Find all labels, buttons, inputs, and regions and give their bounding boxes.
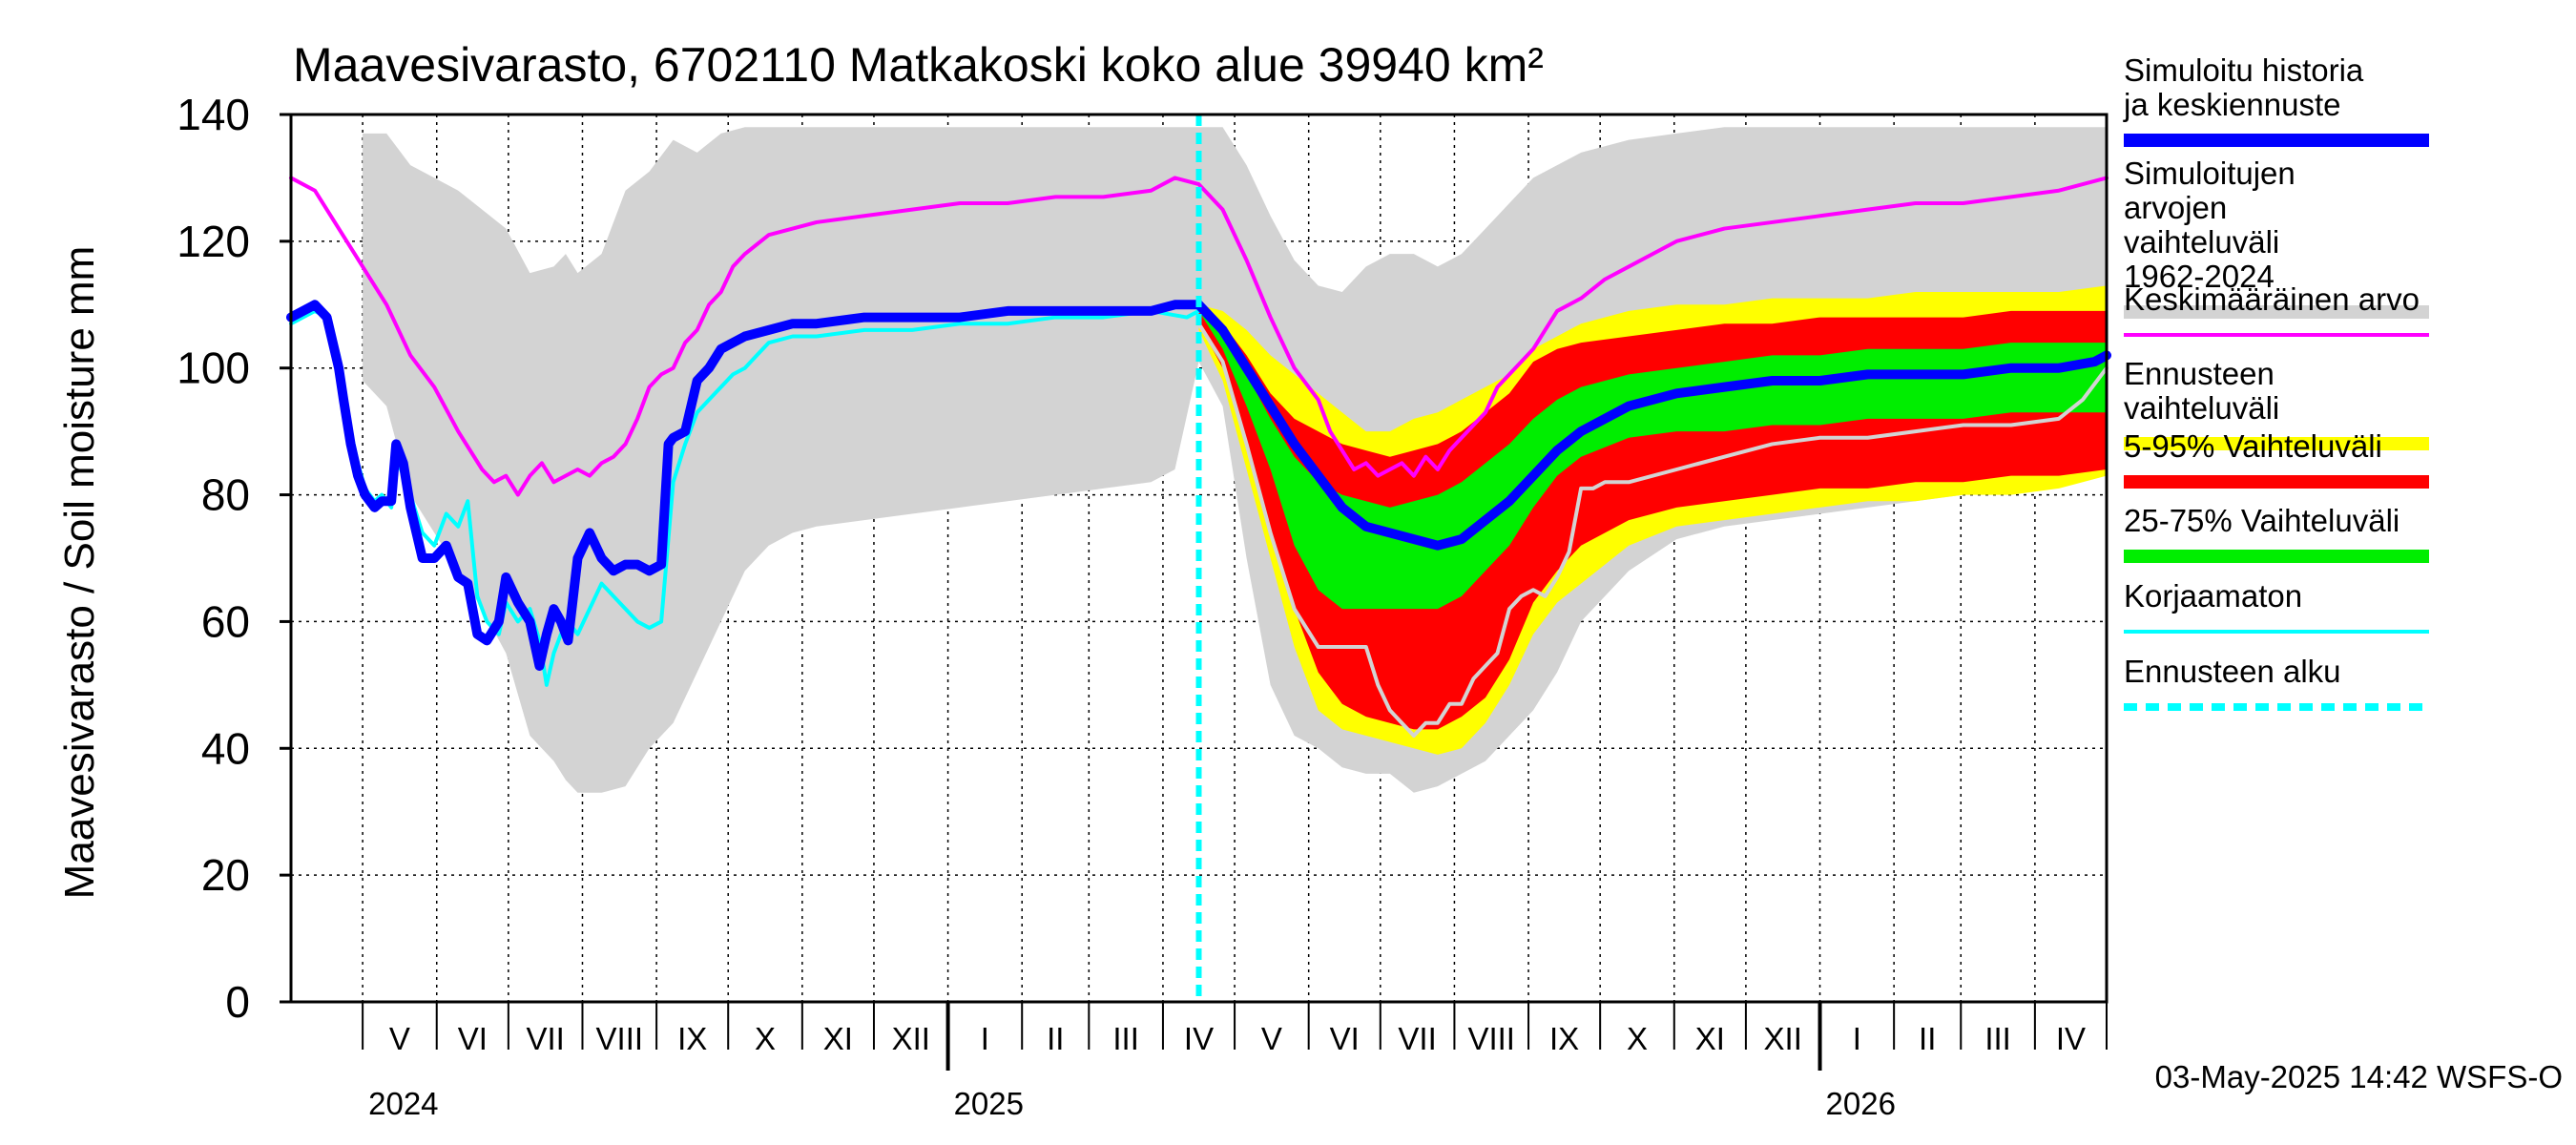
legend-label: Simuloitu historia ja keskiennuste xyxy=(2123,52,2364,122)
y-tick-label: 40 xyxy=(201,723,250,773)
x-month-label: V xyxy=(389,1021,410,1056)
legend: Simuloitu historia ja keskiennusteSimuloi… xyxy=(2123,52,2429,711)
line-forecast-lower-trace xyxy=(1196,322,2109,738)
x-year-label: 2026 xyxy=(1826,1086,1896,1121)
x-axis: V VI VII VIII IX X XI XII I II III IV V VI VII VIII IX X X… xyxy=(362,1002,2108,1121)
x-month-label: I xyxy=(1853,1021,1861,1056)
y-tick-label: 80 xyxy=(201,470,250,520)
x-month-label: II xyxy=(1919,1021,1936,1056)
legend-label-line: vaihteluväli xyxy=(2124,224,2279,260)
x-month-label: IV xyxy=(2056,1021,2086,1056)
x-month-label: III xyxy=(1112,1021,1139,1056)
line-keskim-r-inen-arvo xyxy=(289,176,2109,497)
legend-label-line: Ennusteen xyxy=(2124,356,2275,391)
line-simuloitu-historia-ja-keskiennuste xyxy=(286,300,2111,671)
y-tick-label: 120 xyxy=(177,217,250,266)
x-month-label: VII xyxy=(1398,1021,1436,1056)
x-month-label: V xyxy=(1261,1021,1282,1056)
y-tick-label: 140 xyxy=(177,90,250,139)
legend-label: 5-95% Vaihteluväli xyxy=(2124,428,2382,464)
x-month-label: IX xyxy=(1549,1021,1579,1056)
x-month-label: IV xyxy=(1184,1021,1214,1056)
legend-label-line: ja keskiennuste xyxy=(2123,87,2340,122)
y-axis-ticks: 0 20 40 60 80 100 120 140 xyxy=(177,90,291,1027)
band-simuloitujen-arvojen-vaihteluv-li-1962-2024 xyxy=(363,127,2107,793)
range-bands xyxy=(363,127,2107,793)
x-month-label: VI xyxy=(458,1021,488,1056)
legend-label-line: arvojen xyxy=(2124,190,2227,225)
legend-label: Simuloitujen arvojen vaihteluväli 1962-2024 xyxy=(2124,156,2296,294)
x-month-label: II xyxy=(1047,1021,1064,1056)
y-tick-label: 60 xyxy=(201,596,250,646)
x-month-label: XI xyxy=(1695,1021,1725,1056)
legend-label: Keskimääräinen arvo xyxy=(2124,281,2420,317)
y-tick-label: 20 xyxy=(201,850,250,900)
y-axis-label: Maavesivarasto / Soil moisture mm xyxy=(56,246,103,900)
chart-title: Maavesivarasto, 6702110 Matkakoski koko … xyxy=(293,38,1544,92)
legend-label-line: Keskimääräinen arvo xyxy=(2124,281,2420,317)
x-month-label: VII xyxy=(526,1021,564,1056)
y-tick-label: 100 xyxy=(177,344,250,393)
band-25-75-vaihteluv-li xyxy=(1198,304,2107,610)
legend-label: 25-75% Vaihteluväli xyxy=(2124,503,2399,538)
x-month-label: VI xyxy=(1330,1021,1360,1056)
plot-frame xyxy=(289,113,2109,1004)
timestamp-footer: 03-May-2025 14:42 WSFS-O xyxy=(2155,1059,2563,1094)
x-month-label: XI xyxy=(823,1021,853,1056)
legend-label-line: 25-75% Vaihteluväli xyxy=(2124,503,2399,538)
x-month-label: VIII xyxy=(596,1021,644,1056)
legend-label-line: Simuloitujen xyxy=(2124,156,2296,191)
x-month-label: XII xyxy=(1764,1021,1802,1056)
series-lines xyxy=(286,114,2111,1002)
legend-label: Ennusteen vaihteluväli xyxy=(2124,356,2279,426)
x-month-label: III xyxy=(1984,1021,2011,1056)
legend-label-line: Korjaamaton xyxy=(2124,578,2302,614)
x-month-label: I xyxy=(981,1021,989,1056)
x-month-label: VIII xyxy=(1467,1021,1515,1056)
y-tick-label: 0 xyxy=(225,977,250,1027)
legend-label-line: Ennusteen alku xyxy=(2124,654,2341,689)
legend-label-line: 5-95% Vaihteluväli xyxy=(2124,428,2382,464)
legend-label: Korjaamaton xyxy=(2124,578,2302,614)
x-month-label: X xyxy=(1627,1021,1648,1056)
x-month-label: XII xyxy=(892,1021,930,1056)
legend-label-line: 1962-2024 xyxy=(2124,259,2275,294)
legend-label-line: vaihteluväli xyxy=(2124,390,2279,426)
legend-label: Ennusteen alku xyxy=(2124,654,2341,689)
x-year-label: 2024 xyxy=(368,1086,438,1121)
legend-label-line: Simuloitu historia xyxy=(2124,52,2364,88)
x-year-label: 2025 xyxy=(954,1086,1024,1121)
x-month-label: IX xyxy=(677,1021,707,1056)
x-month-label: X xyxy=(755,1021,776,1056)
